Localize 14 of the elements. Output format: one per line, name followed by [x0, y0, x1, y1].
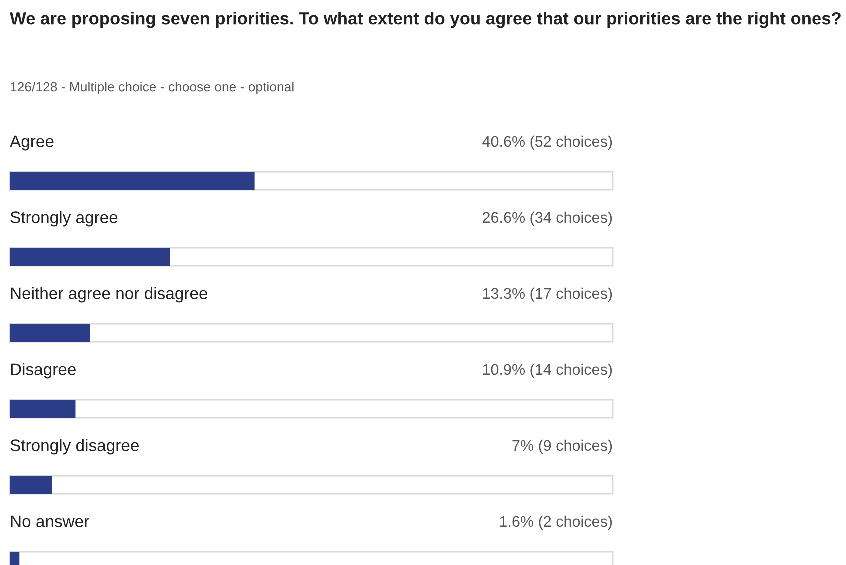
y-tick-label: No answer [11, 516, 90, 528]
data-label: 26.6% (34 choices) [483, 212, 612, 226]
chart-subtitle: 126/128 - Multiple choice - choose one - optional [11, 82, 294, 94]
y-tick-label: Strongly disagree [10, 439, 139, 455]
data-label: 7% (9 choices) [512, 440, 612, 454]
data-label: 10.9% (14 choices) [483, 364, 612, 378]
y-tick-label: Strongly agree [10, 211, 118, 227]
y-tick-label: Disagree [11, 363, 76, 379]
data-label: 1.6% (2 choices) [500, 516, 612, 530]
chart-title: We are proposing seven priorities. To what extent do you agree that our priorities are the right ones? [10, 12, 841, 28]
y-tick-label: Neither agree nor disagree [11, 287, 208, 303]
data-label: 13.3% (17 choices) [483, 288, 612, 302]
y-tick-label: Agree [10, 136, 54, 151]
data-label: 40.6% (52 choices) [482, 136, 612, 150]
